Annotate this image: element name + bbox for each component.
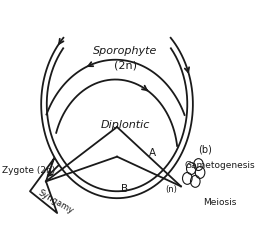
Text: (b): (b) (198, 144, 212, 154)
Text: A: A (149, 147, 157, 157)
Text: B: B (122, 183, 128, 194)
Text: Zygote (2n): Zygote (2n) (2, 165, 55, 174)
Text: Meiosis: Meiosis (203, 197, 237, 206)
Text: Sporophyte: Sporophyte (93, 46, 157, 56)
Text: Syngamy: Syngamy (36, 188, 75, 215)
Text: (2n): (2n) (114, 60, 136, 70)
Text: Gametogenesis: Gametogenesis (185, 161, 255, 169)
Text: (n): (n) (165, 184, 177, 193)
Text: Diplontic: Diplontic (100, 119, 150, 130)
